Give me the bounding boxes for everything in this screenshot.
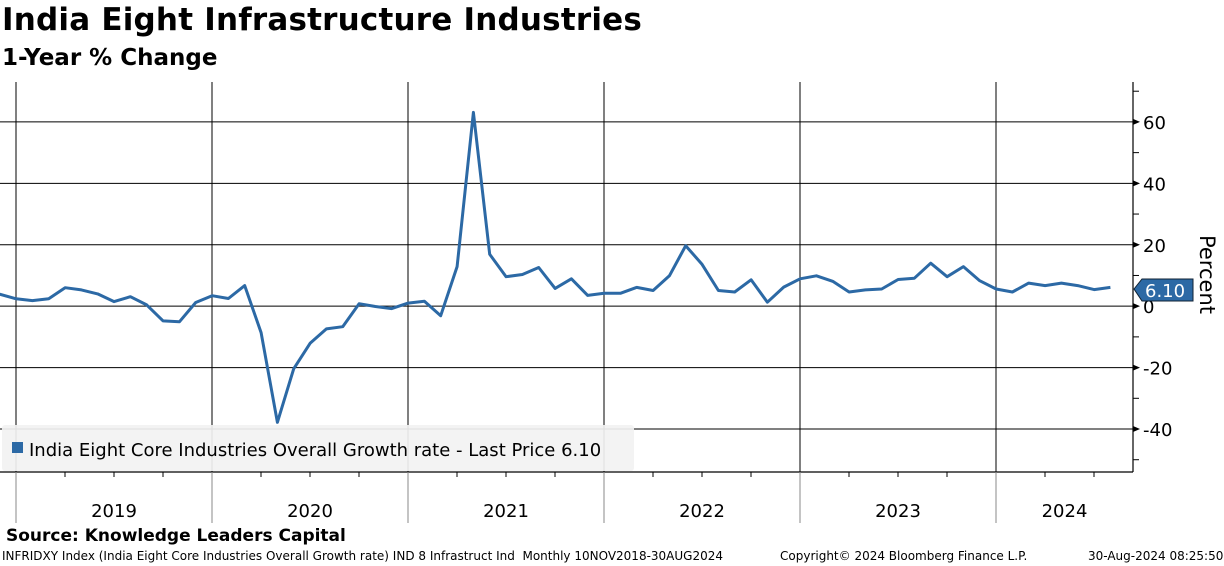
year-label: 2020	[287, 501, 333, 522]
chart-subtitle: 1-Year % Change	[2, 45, 218, 71]
y-tick-arrow	[1133, 426, 1140, 433]
legend: India Eight Core Industries Overall Grow…	[2, 425, 634, 471]
y-tick-label: -40	[1143, 420, 1172, 441]
y-tick-label: 40	[1143, 174, 1166, 195]
y-tick-label: 0	[1143, 297, 1154, 318]
y-tick-arrow	[1133, 364, 1140, 371]
chart-title: India Eight Infrastructure Industries	[2, 2, 643, 38]
y-tick-arrow	[1133, 303, 1140, 310]
y-tick-label: 20	[1143, 236, 1166, 257]
y-tick-label: -20	[1143, 359, 1172, 380]
year-label: 2021	[483, 501, 529, 522]
year-label: 2024	[1042, 501, 1088, 522]
last-value-label: 6.10	[1145, 281, 1185, 302]
y-tick-arrow	[1133, 241, 1140, 248]
year-label: 2022	[679, 501, 725, 522]
last-value-marker	[1133, 278, 1194, 302]
y-axis: -40 -20 0 20 40 60	[1132, 82, 1172, 472]
year-label: 2019	[91, 501, 137, 522]
copyright: Copyright© 2024 Bloomberg Finance L.P.	[780, 549, 1028, 563]
y-axis-label: Percent	[1195, 235, 1219, 314]
source-note: Source: Knowledge Leaders Capital	[6, 526, 346, 546]
last-value-tag: 6.10	[1133, 278, 1194, 302]
year-label: 2023	[875, 501, 921, 522]
series-line-growth-rate	[0, 110, 1111, 424]
x-axis: 2019 2020 2021 2022 2023 2024	[0, 471, 1133, 523]
y-tick-arrow	[1133, 118, 1140, 125]
gridlines	[0, 82, 1133, 472]
ticker-info: INFRIDXY Index (India Eight Core Industr…	[2, 549, 724, 563]
y-tick-label: 60	[1143, 113, 1166, 134]
legend-box	[2, 425, 634, 471]
legend-swatch	[12, 442, 23, 453]
legend-label: India Eight Core Industries Overall Grow…	[29, 440, 601, 461]
y-tick-arrow	[1133, 180, 1140, 187]
timestamp: 30-Aug-2024 08:25:50	[1088, 549, 1224, 563]
